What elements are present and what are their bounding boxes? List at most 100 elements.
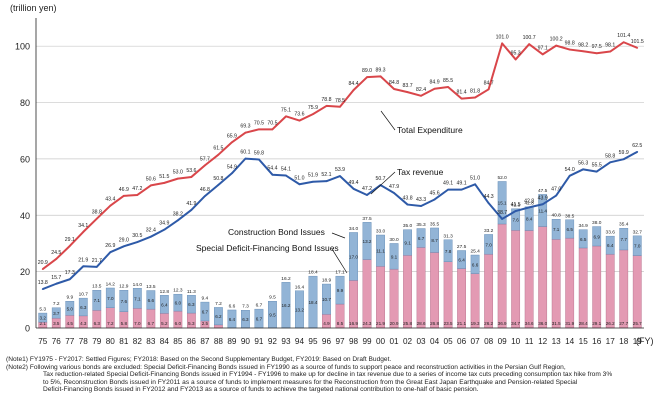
series-point-tax-revenue — [528, 206, 531, 209]
bar-construction — [443, 239, 453, 262]
x-tick-label: 92 — [268, 337, 278, 346]
bar-label-construction: 6.7 — [202, 310, 209, 315]
series-point-total-expenditure — [420, 94, 422, 97]
series-point-total-expenditure — [636, 46, 639, 49]
bar-construction — [578, 229, 588, 249]
series-point-tax-revenue — [366, 194, 368, 196]
x-tick-label: 04 — [430, 337, 440, 346]
series-point-total-expenditure — [609, 50, 612, 53]
series-point-total-expenditure — [298, 119, 301, 122]
bar-total-label: 32.7 — [633, 229, 643, 235]
bar-label-special-deficit: 21.1 — [457, 321, 466, 326]
bar-total-label: 13.5 — [146, 284, 156, 290]
x-tick-label: 19 — [633, 337, 643, 346]
bar-construction — [470, 254, 480, 274]
lines: 20.924.529.134.138.843.446.9 47.250.6 51.5… — [38, 33, 644, 291]
series-label-tax-revenue: 43.8 — [403, 196, 413, 202]
series-point-total-expenditure — [406, 91, 409, 94]
bar-construction — [38, 312, 48, 323]
bar-construction — [51, 307, 61, 319]
bar-label-special-deficit: 7.0 — [134, 321, 141, 326]
series-point-total-expenditure — [190, 176, 193, 178]
bar-total-label: 37.5 — [362, 216, 372, 222]
bar-label-construction: 9.1 — [404, 240, 411, 245]
series-point-tax-revenue — [136, 241, 139, 243]
series-label-tax-revenue: 49.1 — [443, 181, 453, 187]
y-axis-label: (trillion yen) — [10, 3, 57, 13]
series-point-tax-revenue — [203, 195, 206, 198]
series-point-total-expenditure — [312, 113, 314, 115]
series-label-total-expenditure: 73.6 — [294, 112, 304, 118]
series-point-tax-revenue — [163, 228, 166, 231]
x-tick-label: 89 — [227, 337, 237, 346]
bar-total-label: 11.3 — [187, 289, 196, 295]
series-label-total-expenditure: 75.9 — [308, 105, 318, 111]
bar-construction — [132, 288, 142, 309]
series-point-total-expenditure — [501, 42, 504, 45]
x-tick-label: 06 — [457, 337, 467, 346]
series-label-total-expenditure: 47.2 — [132, 186, 142, 192]
series-label-tax-revenue: 29.0 — [119, 237, 129, 243]
x-tick-label: 18 — [619, 337, 629, 346]
series-label-tax-revenue: 30.5 — [132, 233, 142, 239]
footnotes: (Note1) FY1975 - FY2017: Settled Figures… — [6, 356, 656, 394]
bar-label-construction: 6.6 — [472, 262, 479, 267]
bar-label-construction: 7.7 — [621, 237, 628, 242]
series-point-tax-revenue — [541, 203, 544, 206]
x-tick-label: 90 — [241, 337, 251, 346]
series-label-tax-revenue: 32.4 — [146, 228, 156, 234]
bar-label-special-deficit: 26.2 — [484, 321, 493, 326]
series-label-tax-revenue: 45.6 — [430, 190, 440, 196]
bar-label-special-deficit: 23.5 — [444, 321, 453, 326]
series-label-total-expenditure: 29.1 — [65, 237, 75, 243]
series-label-total-expenditure: 20.9 — [38, 260, 48, 266]
series-label-total-expenditure: 98.2 — [578, 42, 588, 48]
bar-label-construction: 6.5 — [566, 227, 573, 232]
series-label-total-expenditure: 69.3 — [240, 124, 250, 130]
bar-label-special-deficit: 28.6 — [417, 321, 426, 326]
bar-label-construction: 10.7 — [322, 297, 331, 302]
bar-label-construction: 6.2 — [215, 314, 222, 319]
series-point-total-expenditure — [366, 76, 368, 79]
series-label-total-expenditure: 95.3 — [511, 50, 521, 56]
x-tick-label: 14 — [565, 337, 575, 346]
series-label-total-expenditure: 83.7 — [403, 83, 413, 89]
series-point-total-expenditure — [271, 128, 274, 131]
bar-label-special-deficit: 27.7 — [619, 321, 628, 326]
series-label-total-expenditure: 101.4 — [617, 33, 630, 39]
bar-label-construction: 6.4 — [607, 243, 614, 248]
series-point-total-expenditure — [217, 153, 220, 156]
series-label-tax-revenue: 59.8 — [254, 150, 264, 156]
series-point-total-expenditure — [447, 86, 449, 88]
bar-total-label: 13.5 — [92, 284, 102, 290]
series-point-total-expenditure — [68, 245, 71, 247]
series-label-total-expenditure: 98.1 — [605, 43, 615, 49]
series-point-tax-revenue — [285, 174, 287, 177]
series-label-tax-revenue: 59.9 — [619, 150, 629, 156]
series-label-total-expenditure: 53.0 — [173, 170, 183, 176]
annotation-total-expenditure: Total Expenditure — [397, 125, 463, 135]
x-tick-label: 13 — [552, 337, 562, 346]
bar-total-label: 7.2 — [53, 301, 60, 307]
annotation-construction-bonds: Construction Bond Issues — [228, 227, 325, 237]
bar-construction — [430, 227, 439, 253]
bar-label-special-deficit: 26.2 — [606, 321, 615, 326]
bar-total-label: 14.2 — [106, 281, 116, 287]
bar-special-deficit — [443, 261, 453, 329]
bar-label-special-deficit: 5.8 — [121, 321, 128, 326]
bar-label-construction: 8.4 — [526, 217, 533, 222]
y-tick-label: 40 — [20, 211, 30, 221]
bar-total-label: 35.4 — [619, 222, 629, 228]
bar-total-label: 25.4 — [470, 249, 480, 255]
bar-total-label: 35.5 — [430, 221, 440, 227]
bar-total-label: 6.6 — [229, 303, 236, 309]
annotation-pointer-construction — [331, 232, 346, 239]
bar-label-construction: 6.0 — [175, 301, 182, 306]
x-tick-label: 96 — [322, 337, 332, 346]
bar-label-construction: 11.4 — [538, 208, 547, 213]
series-label-total-expenditure: 24.5 — [51, 250, 61, 256]
bar-construction — [389, 243, 399, 270]
y-tick-label: 80 — [20, 98, 30, 108]
annotation-tax-revenue: Tax revenue — [397, 167, 444, 177]
bar-label-construction: 7.6 — [121, 299, 128, 304]
